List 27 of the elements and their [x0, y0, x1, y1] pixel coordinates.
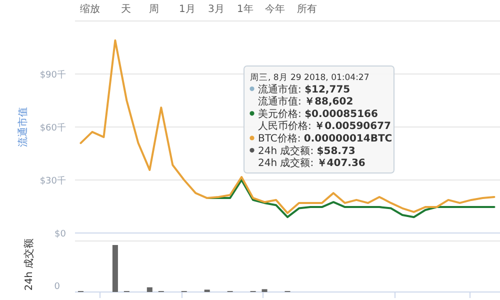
text: 1月 — [179, 4, 196, 15]
text: 所有 — [297, 3, 317, 15]
y-axis-title: 24h 成交额 — [23, 238, 35, 291]
bar — [112, 245, 118, 292]
y-tick-label: $60千 — [40, 122, 66, 134]
y-tick-label: $90千 — [40, 70, 66, 80]
text: 周 — [149, 4, 159, 15]
text: 缩放 — [80, 3, 100, 15]
text: 0 — [54, 282, 60, 292]
annotation: 美元价格: $0.00085166 — [258, 108, 378, 120]
text: 今年 — [265, 3, 285, 15]
annotation: 流通市值: $12,775 — [258, 83, 350, 96]
y-axis-title: 流通市值 — [17, 107, 29, 147]
bar — [262, 289, 268, 292]
text: 1年 — [237, 3, 254, 15]
y-tick-label: $0 — [54, 230, 66, 240]
bar — [146, 287, 152, 292]
y-tick-label: $30千 — [40, 176, 66, 186]
annotation: 周三, 8月 29 2018, 01:04:27 — [250, 72, 370, 83]
text: 天 — [121, 4, 131, 15]
line-series — [80, 39, 496, 214]
annotation: BTC价格: 0.00000014BTC — [258, 132, 392, 144]
annotation: 流通市值: ￥88,602 — [258, 96, 354, 108]
annotation: 24h 成交额: $58.73 — [258, 144, 356, 157]
annotation: 人民币价格: ￥0.00590677 — [258, 120, 392, 132]
annotation: 24h 成交额: ￥407.36 — [258, 157, 366, 170]
text: 3月 — [208, 4, 224, 15]
